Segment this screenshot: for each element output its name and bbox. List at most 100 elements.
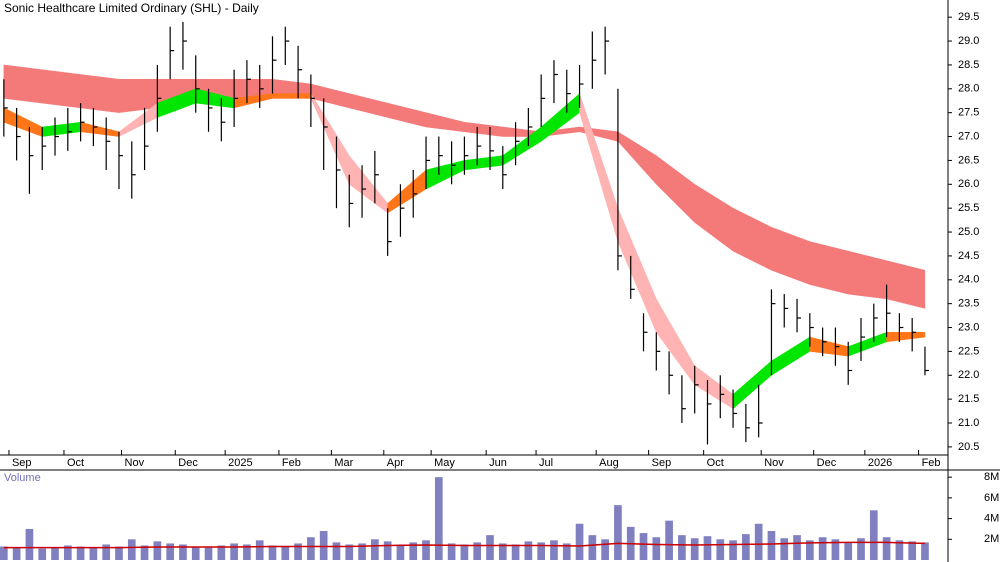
volume-bar xyxy=(102,544,111,560)
x-tick-label: Nov xyxy=(125,457,145,469)
volume-bar xyxy=(460,544,469,560)
volume-bar xyxy=(818,537,827,560)
volume-bar xyxy=(575,523,584,560)
y-tick-label: 25.0 xyxy=(958,226,979,238)
chart-title: Sonic Healthcare Limited Ordinary (SHL) … xyxy=(4,1,259,15)
x-tick-label: Mar xyxy=(334,457,353,469)
band-segment xyxy=(80,74,120,113)
volume-panel: 2M 4M 6M 8M xyxy=(0,471,999,560)
y-tick-label: 21.5 xyxy=(958,393,979,405)
volume-bar xyxy=(217,545,226,560)
y-tick-label: 25.5 xyxy=(958,202,979,214)
volume-bar xyxy=(550,540,558,560)
y-tick-label: 28.0 xyxy=(958,83,979,95)
x-tick-label: 2025 xyxy=(228,457,252,469)
y-tick-label: 23.5 xyxy=(958,298,979,310)
y-tick-label: 6M xyxy=(984,492,999,504)
volume-bar xyxy=(191,546,200,560)
volume-bar xyxy=(780,538,789,560)
y-tick-label: 22.5 xyxy=(958,345,979,357)
volume-bar xyxy=(831,539,840,560)
volume-bar xyxy=(921,542,929,560)
x-tick-label: Oct xyxy=(707,457,724,469)
volume-bar xyxy=(562,543,571,560)
volume-bar xyxy=(166,543,174,560)
band-segment xyxy=(3,64,43,104)
volume-bar xyxy=(76,546,85,560)
volume-bar xyxy=(422,540,430,560)
y-tick-label: 29.5 xyxy=(958,11,979,23)
volume-bar xyxy=(140,545,149,560)
volume-bar xyxy=(358,543,366,560)
volume-bar xyxy=(319,531,328,560)
y-tick-label: 2M xyxy=(984,533,999,545)
volume-bar xyxy=(25,528,34,560)
y-tick-label: 24.5 xyxy=(958,250,979,262)
band-segment xyxy=(809,241,849,295)
x-tick-label: Apr xyxy=(387,457,404,469)
volume-bar xyxy=(204,547,213,560)
volume-bar xyxy=(511,544,520,560)
x-tick-label: Sep xyxy=(652,457,672,469)
x-tick-label: May xyxy=(434,457,455,469)
volume-bar xyxy=(665,520,673,560)
y-tick-label: 26.0 xyxy=(958,178,979,190)
volume-bar xyxy=(614,505,622,560)
volume-title: Volume xyxy=(4,472,41,484)
volume-bar xyxy=(895,540,904,560)
volume-bar xyxy=(268,545,277,560)
y-tick-label: 27.0 xyxy=(958,130,979,142)
x-tick-label: Jun xyxy=(489,457,507,469)
y-tick-label: 26.5 xyxy=(958,154,979,166)
x-tick-label: Oct xyxy=(67,457,84,469)
volume-bar xyxy=(857,538,865,560)
volume-bar xyxy=(371,539,379,560)
volume-bar xyxy=(345,544,354,560)
volume-bar xyxy=(805,540,814,560)
volume-bar xyxy=(524,541,533,560)
volume-bar xyxy=(882,537,891,560)
volume-bar xyxy=(230,543,238,560)
volume-bar xyxy=(498,543,507,560)
volume-average xyxy=(3,541,925,549)
volume-bar xyxy=(729,540,737,560)
volume-bar xyxy=(396,544,405,560)
volume-bar xyxy=(486,535,494,560)
x-tick-label: Dec xyxy=(817,457,837,469)
y-tick-label: 20.5 xyxy=(958,441,979,453)
x-tick-label: Aug xyxy=(599,457,619,469)
volume-bar xyxy=(0,546,8,560)
x-tick-label: Feb xyxy=(282,457,301,469)
volume-bar xyxy=(716,539,725,560)
x-tick-label: 2026 xyxy=(868,457,892,469)
x-tick-label: Jul xyxy=(539,457,553,469)
volume-bar xyxy=(51,547,59,560)
volume-bar xyxy=(255,540,264,560)
volume-bar xyxy=(127,539,136,560)
volume-bar xyxy=(179,544,187,560)
volume-bar xyxy=(38,548,47,560)
volume-bar xyxy=(294,543,302,560)
volume-bar xyxy=(639,533,648,560)
volume-bar xyxy=(537,542,546,560)
y-tick-label: 8M xyxy=(984,471,999,483)
volume-bar xyxy=(434,477,443,560)
x-tick-label: Sep xyxy=(12,457,32,469)
volume-bar xyxy=(243,544,251,560)
x-tick-label: Dec xyxy=(178,457,198,469)
volume-bar xyxy=(153,541,162,560)
y-tick-label: 27.5 xyxy=(958,107,979,119)
volume-bar xyxy=(63,545,72,560)
volume-bar xyxy=(601,539,609,560)
volume-bar xyxy=(89,547,98,560)
volume-bar xyxy=(281,546,290,560)
volume-bar xyxy=(473,542,482,560)
volume-bar xyxy=(844,542,853,560)
volume-bar xyxy=(742,534,750,560)
volume-bar xyxy=(332,542,341,560)
y-tick-label: 4M xyxy=(984,512,999,524)
volume-bar xyxy=(869,510,878,560)
x-tick-label: Nov xyxy=(764,457,784,469)
volume-bar xyxy=(307,537,315,560)
